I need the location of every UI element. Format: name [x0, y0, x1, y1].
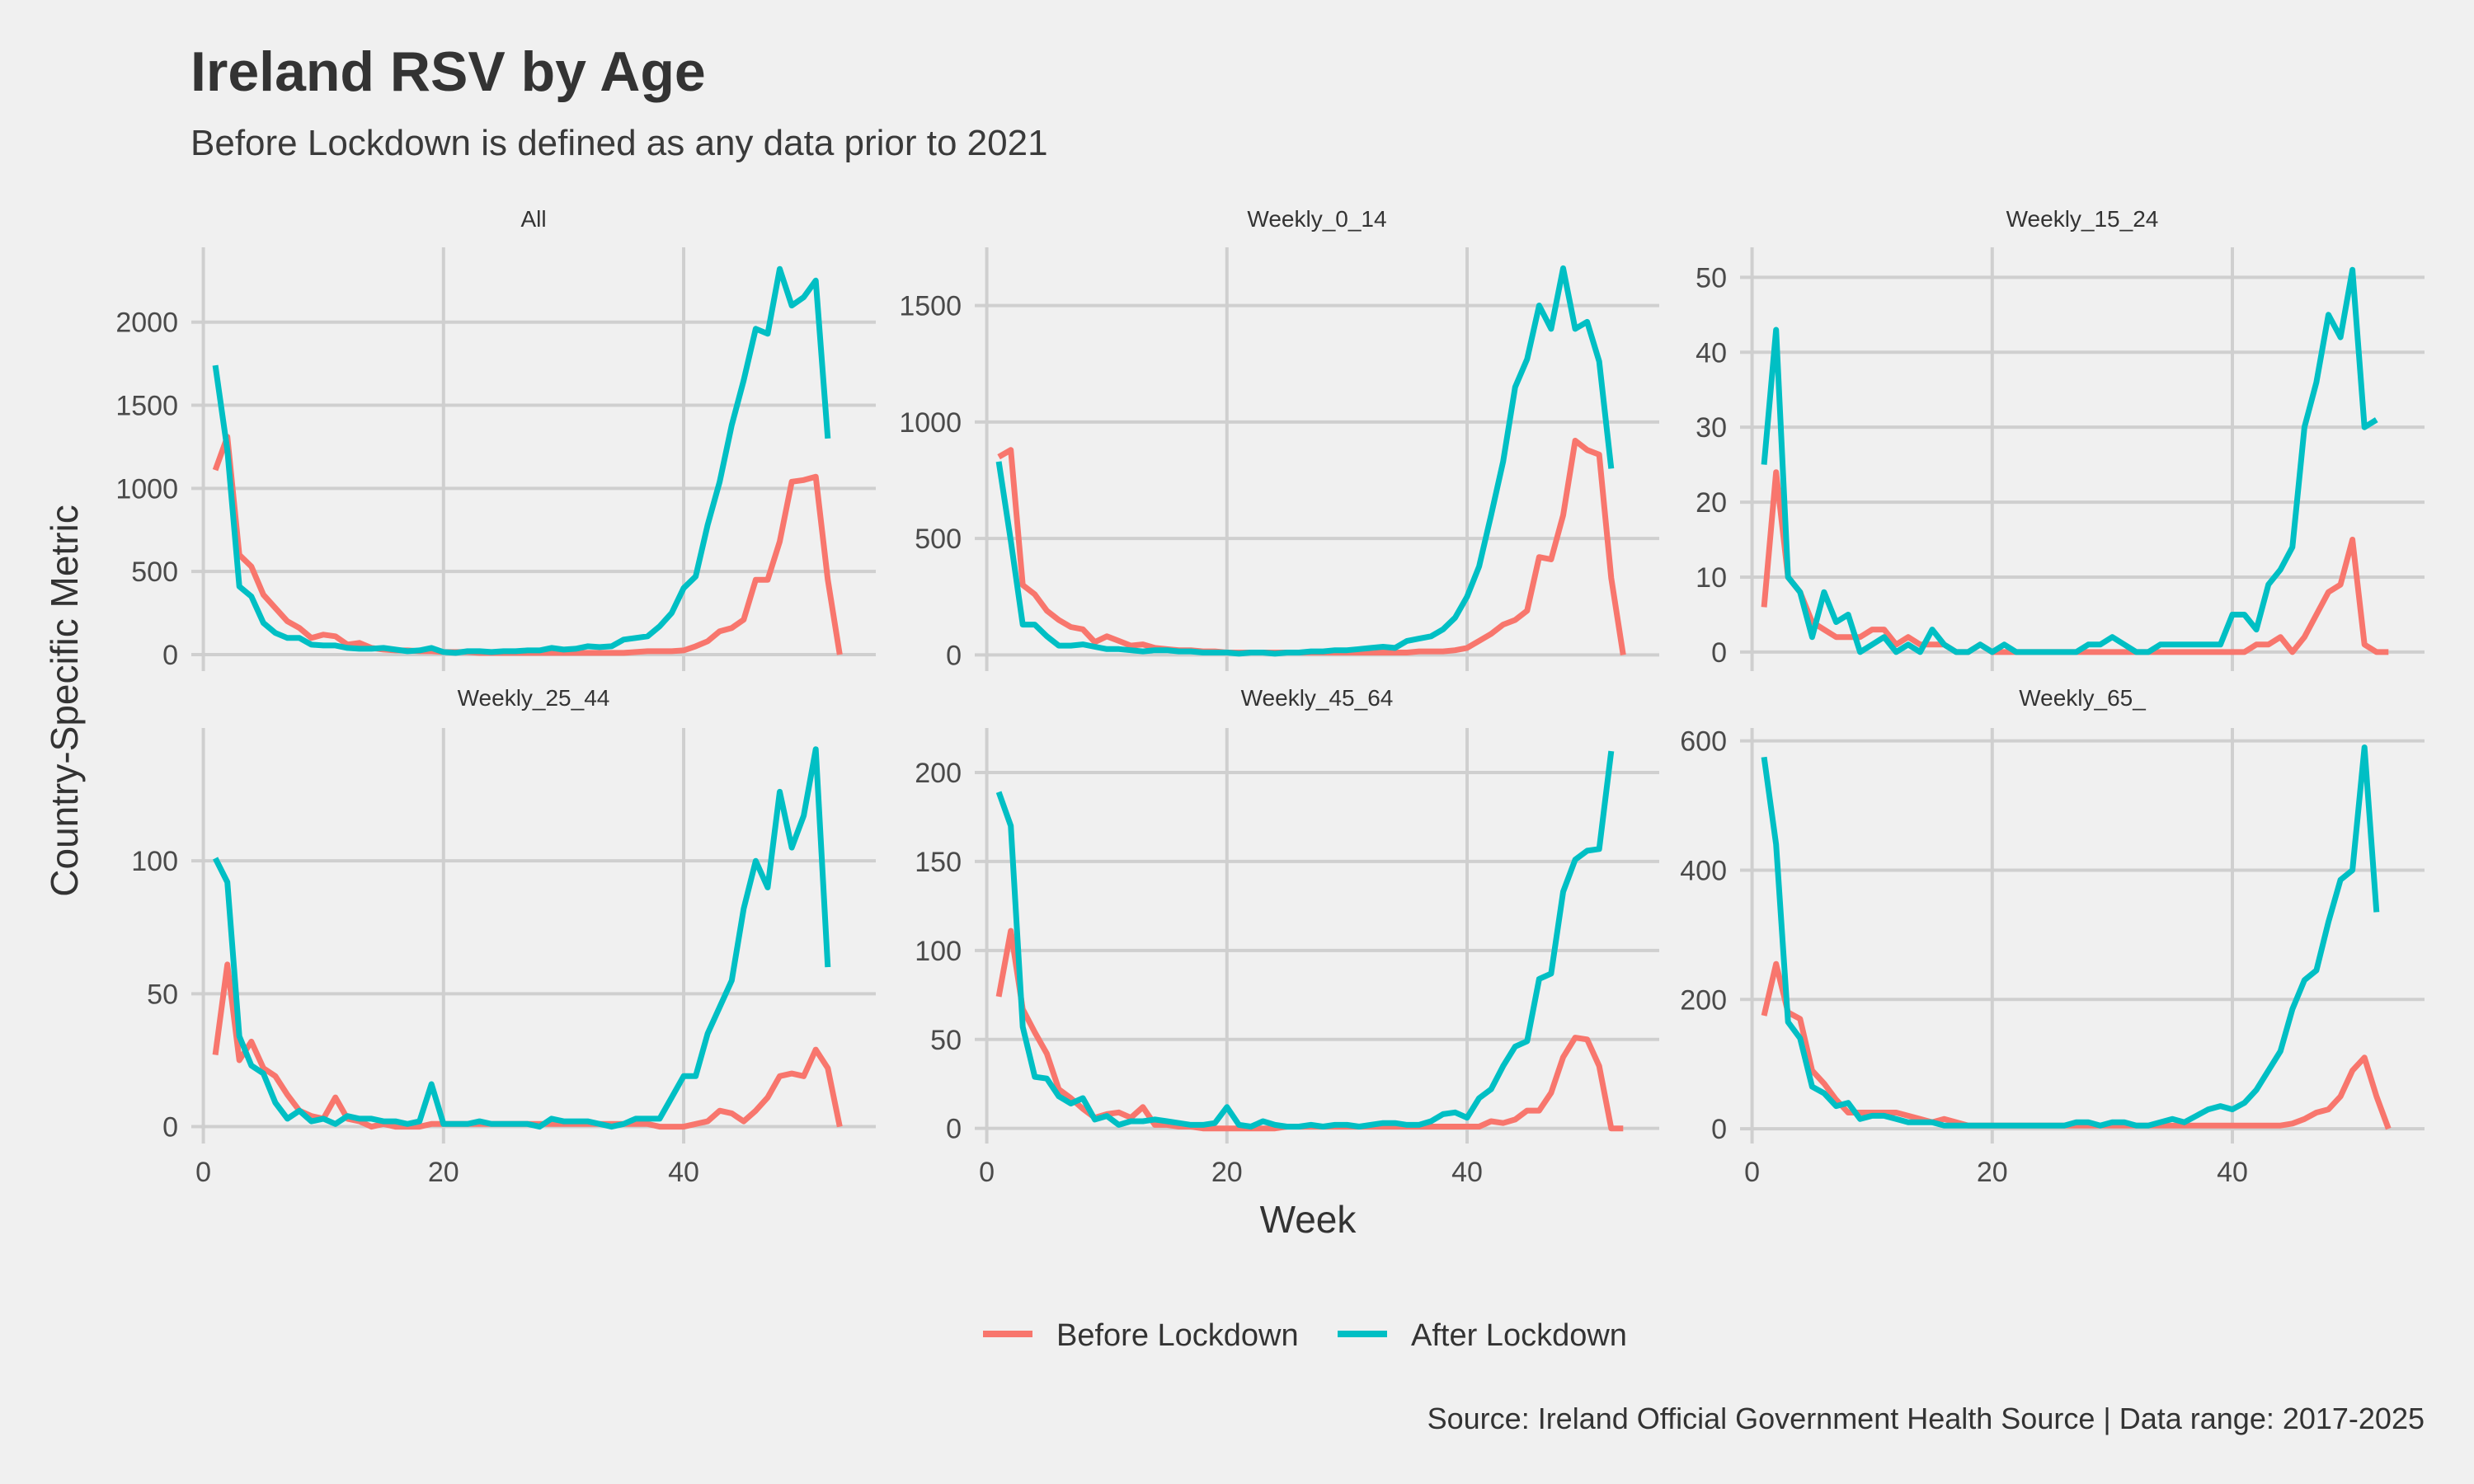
series-line-after-lockdown [212, 746, 831, 1130]
y-tick-label: 50 [930, 1025, 962, 1056]
series-line-after-lockdown [995, 750, 1615, 1129]
y-tick-label: 0 [946, 640, 962, 671]
panel-weekly-0-14: Weekly_0_14 0 500 1000 1500 [899, 206, 1659, 671]
y-tick-label: 100 [915, 936, 962, 967]
panel-title: Weekly_45_64 [1241, 685, 1394, 711]
y-tick-label: 1000 [115, 473, 178, 505]
legend-label-after-lockdown: After Lockdown [1411, 1318, 1627, 1353]
x-tick-label: 0 [195, 1157, 211, 1188]
y-tick-label: 0 [1711, 1114, 1727, 1145]
y-tick-label: 200 [915, 758, 962, 789]
panel-title: Weekly_15_24 [2006, 206, 2159, 232]
x-tick-label: 20 [1211, 1157, 1243, 1188]
y-axis-title: Country-Specific Metric [43, 505, 86, 896]
y-tick-label: 1500 [115, 391, 178, 422]
x-axis-title: Week [1260, 1198, 1357, 1241]
panel-title: Weekly_65_ [2019, 685, 2146, 711]
y-tick-label: 150 [915, 847, 962, 878]
x-tick-label: 40 [668, 1157, 699, 1188]
y-tick-label: 200 [1680, 984, 1727, 1016]
y-tick-label: 600 [1680, 726, 1727, 758]
series-line-after-lockdown [1761, 744, 2380, 1129]
x-tick-label: 20 [428, 1157, 459, 1188]
series-line-after-lockdown [212, 265, 831, 656]
y-tick-label: 50 [1696, 262, 1727, 294]
y-tick-label: 1000 [899, 407, 962, 439]
y-tick-label: 50 [147, 979, 178, 1010]
y-tick-label: 1500 [899, 291, 962, 322]
series-line-after-lockdown [995, 265, 1615, 657]
panel-weekly-15-24: Weekly_15_24 0 10 20 30 40 50 [1696, 206, 2425, 671]
series-line-before-lockdown [1761, 960, 2392, 1130]
y-tick-label: 0 [162, 1112, 178, 1144]
y-tick-label: 10 [1696, 562, 1727, 594]
y-tick-label: 400 [1680, 855, 1727, 886]
x-tick-label: 40 [1451, 1157, 1483, 1188]
panel-title: Weekly_25_44 [458, 685, 610, 711]
series-line-after-lockdown [1761, 266, 2378, 655]
chart-caption: Source: Ireland Official Government Heal… [1427, 1402, 2425, 1435]
y-tick-label: 0 [1711, 637, 1727, 669]
chart-subtitle: Before Lockdown is defined as any data p… [190, 123, 1048, 163]
legend: Before Lockdown After Lockdown [983, 1318, 1627, 1353]
panel-title: All [520, 206, 546, 232]
x-tick-label: 40 [2217, 1157, 2248, 1188]
y-tick-label: 500 [131, 556, 178, 588]
chart-title: Ireland RSV by Age [190, 40, 706, 103]
panel-all: All 0 500 1000 1500 2000 [115, 206, 876, 671]
y-tick-label: 0 [162, 640, 178, 671]
y-tick-label: 500 [915, 524, 962, 555]
legend-label-before-lockdown: Before Lockdown [1056, 1318, 1299, 1353]
panel-weekly-25-44: Weekly_25_44 0 50 100 0 20 40 [131, 685, 876, 1188]
x-tick-label: 0 [979, 1157, 995, 1188]
x-tick-label: 20 [1977, 1157, 2008, 1188]
x-tick-label: 0 [1744, 1157, 1760, 1188]
y-tick-label: 100 [131, 846, 178, 877]
y-tick-label: 2000 [115, 308, 178, 339]
panel-weekly-45-64: Weekly_45_64 0 50 100 150 200 0 20 40 [915, 685, 1659, 1188]
y-tick-label: 20 [1696, 487, 1727, 519]
panel-weekly-65: Weekly_65_ 0 200 400 600 0 20 40 [1680, 685, 2425, 1188]
y-tick-label: 30 [1696, 412, 1727, 444]
facet-panels: All0500100015002000Weekly_0_140500100015… [115, 206, 2425, 1188]
y-tick-label: 0 [946, 1114, 962, 1145]
y-tick-label: 40 [1696, 337, 1727, 369]
panel-title: Weekly_0_14 [1247, 206, 1386, 232]
